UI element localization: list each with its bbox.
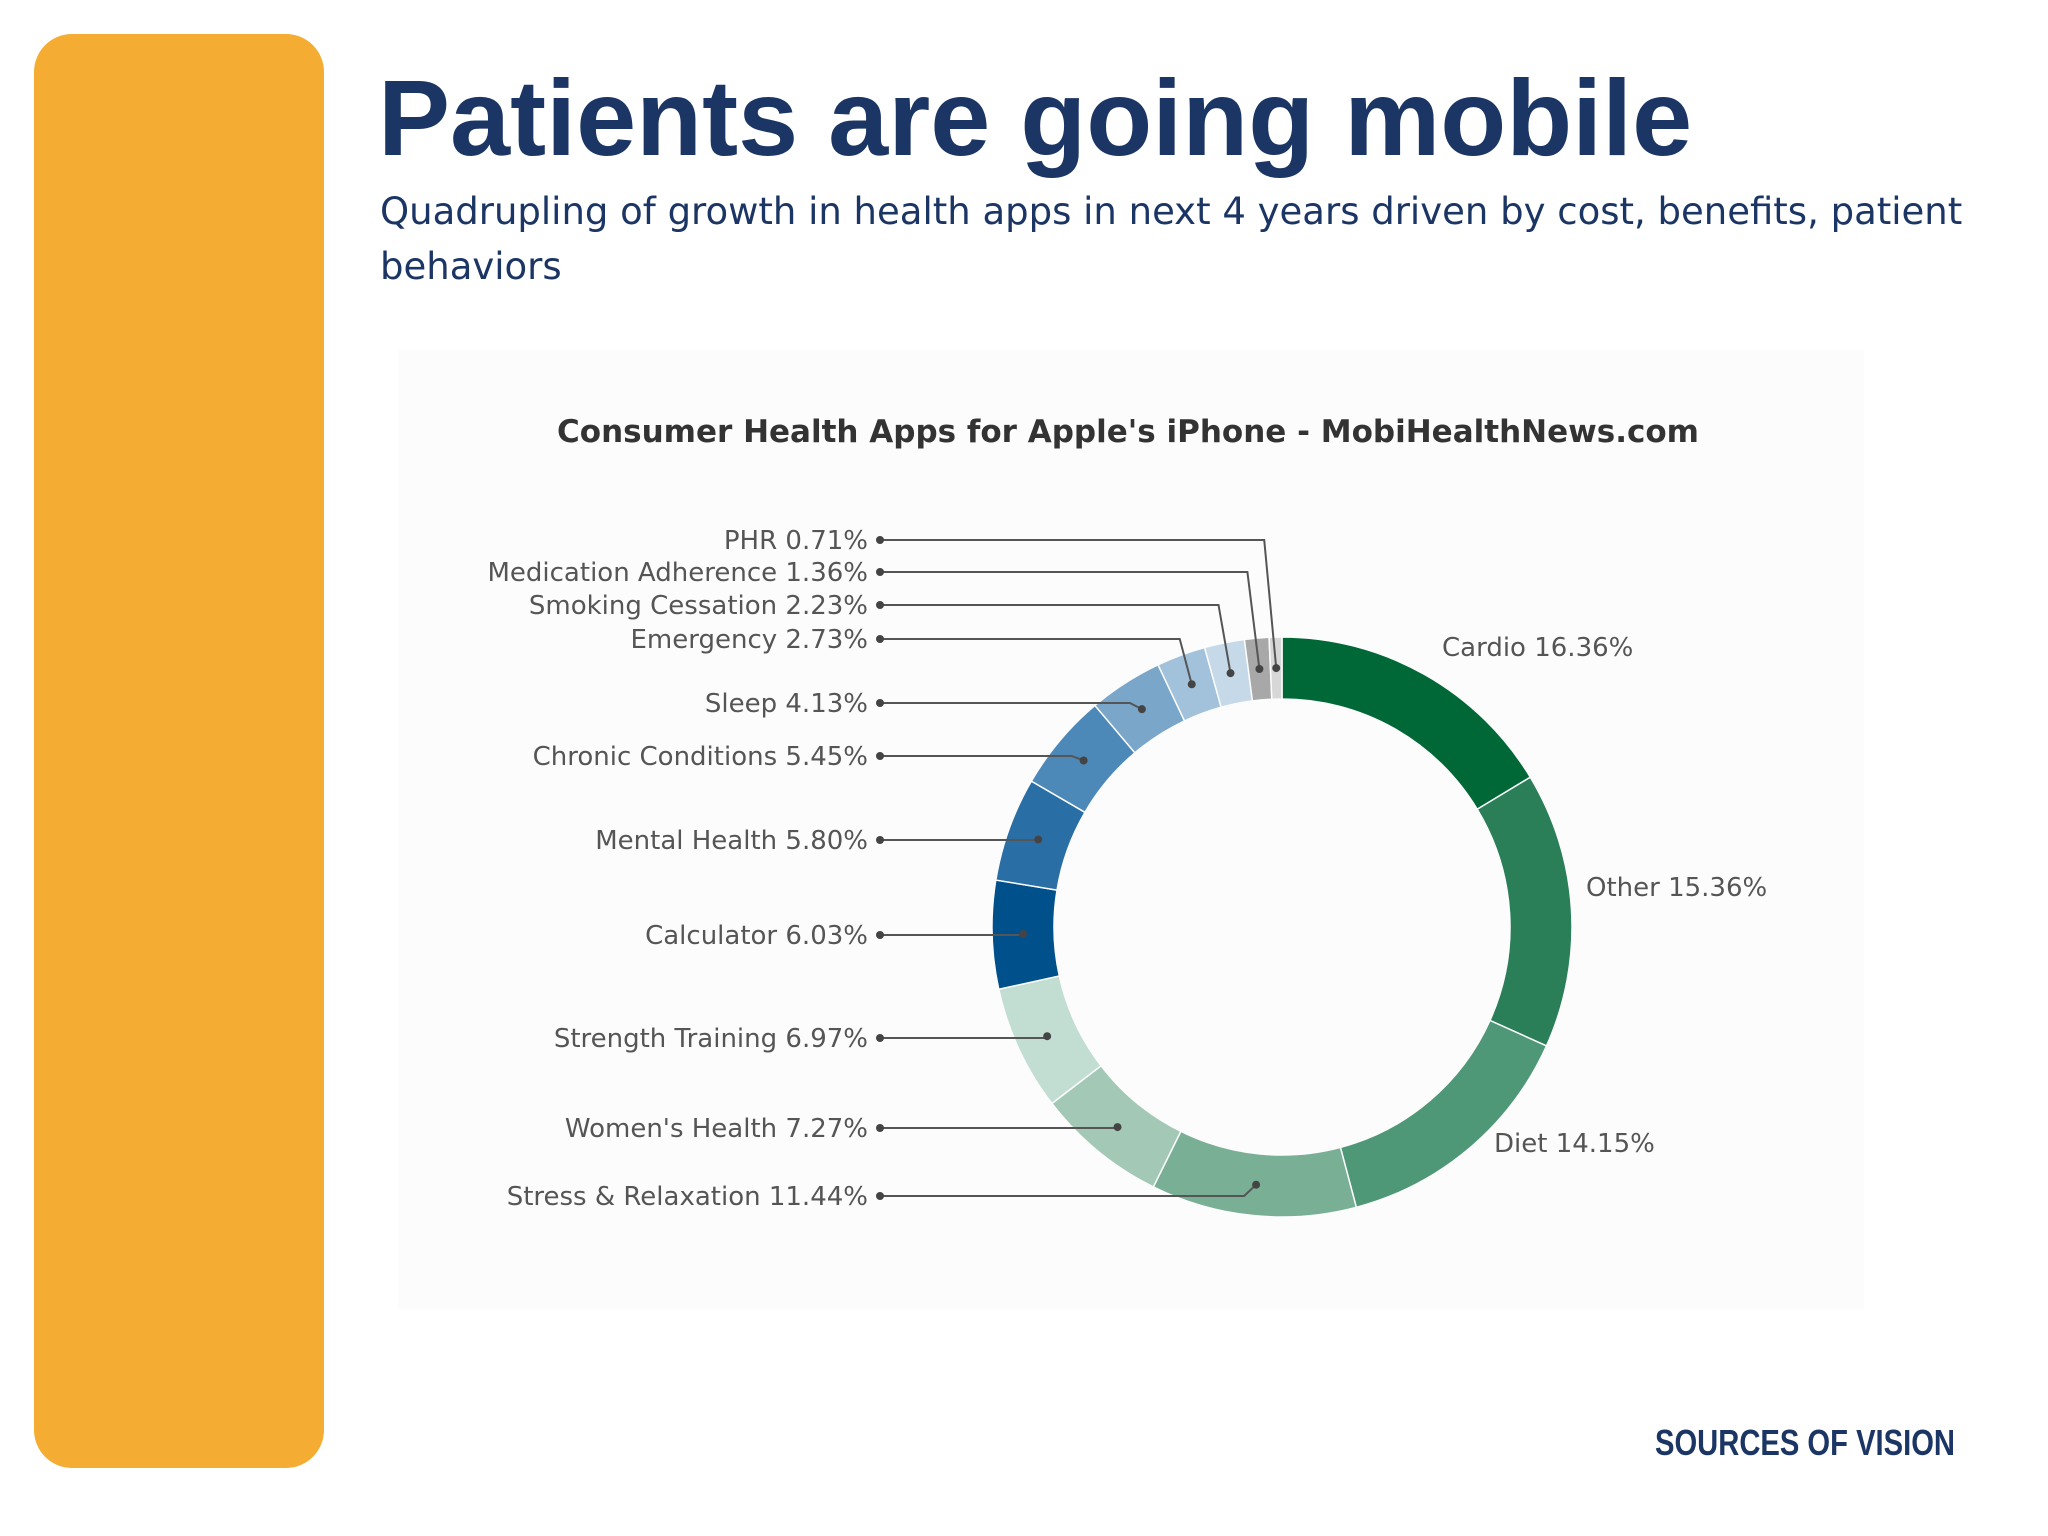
leader-end-dot-medication-adherence — [1255, 664, 1264, 673]
leader-end-dot-phr — [1272, 664, 1281, 673]
leader-start-dot-smoking-cessation — [876, 601, 884, 609]
leader-end-dot-emergency — [1187, 680, 1196, 689]
leader-end-dot-mental-health — [1034, 835, 1043, 844]
leader-line-chronic-conditions — [880, 755, 1084, 762]
leader-start-dot-women-s-health — [876, 1124, 884, 1132]
accent-side-bar — [34, 34, 324, 1468]
leader-start-dot-strength-training — [876, 1034, 884, 1042]
label-women-s-health: Women's Health 7.27% — [565, 1114, 868, 1144]
leader-start-dot-medication-adherence — [876, 568, 884, 576]
label-other: Other 15.36% — [1586, 873, 1767, 903]
leader-end-dot-stress-relaxation — [1252, 1180, 1261, 1189]
label-diet: Diet 14.15% — [1494, 1129, 1655, 1159]
slice-other — [1476, 776, 1573, 1047]
company-logo: SOURCES OF VISION — [1655, 1426, 1955, 1460]
logo-wordmark: SOURCES OF VISION — [1655, 1426, 1955, 1460]
label-strength-training: Strength Training 6.97% — [554, 1024, 868, 1054]
leader-start-dot-calculator — [876, 931, 884, 939]
leader-start-dot-sleep — [876, 699, 884, 707]
leader-start-dot-mental-health — [876, 836, 884, 844]
label-sleep: Sleep 4.13% — [705, 689, 868, 719]
leader-line-sleep — [880, 702, 1143, 711]
label-stress-relaxation: Stress & Relaxation 11.44% — [507, 1182, 868, 1212]
label-smoking-cessation: Smoking Cessation 2.23% — [529, 591, 868, 621]
leader-end-dot-strength-training — [1043, 1032, 1052, 1041]
label-calculator: Calculator 6.03% — [645, 921, 868, 951]
leader-end-dot-smoking-cessation — [1226, 669, 1235, 678]
leader-line-phr — [880, 539, 1278, 669]
leader-start-dot-phr — [876, 536, 884, 544]
leader-line-smoking-cessation — [880, 604, 1232, 674]
label-mental-health: Mental Health 5.80% — [595, 826, 868, 856]
leader-end-dot-sleep — [1137, 705, 1146, 714]
leader-line-stress-relaxation — [880, 1183, 1257, 1197]
leader-end-dot-chronic-conditions — [1079, 756, 1088, 765]
leader-start-dot-emergency — [876, 635, 884, 643]
leader-end-dot-calculator — [1019, 929, 1028, 938]
slide-subtitle: Quadrupling of growth in health apps in … — [380, 190, 1963, 288]
leader-end-dot-women-s-health — [1113, 1123, 1122, 1132]
label-chronic-conditions: Chronic Conditions 5.45% — [533, 742, 868, 772]
leader-line-medication-adherence — [880, 571, 1261, 670]
leader-line-emergency — [880, 638, 1193, 685]
label-cardio: Cardio 16.36% — [1442, 633, 1633, 663]
slide-title: Patients are going mobile — [378, 57, 1693, 178]
leader-start-dot-stress-relaxation — [876, 1192, 884, 1200]
label-medication-adherence: Medication Adherence 1.36% — [487, 558, 868, 588]
slice-stress-relaxation — [1152, 1130, 1358, 1218]
leader-start-dot-chronic-conditions — [876, 752, 884, 760]
chart-title: Consumer Health Apps for Apple's iPhone … — [557, 414, 1699, 450]
slice-diet — [1339, 1019, 1548, 1209]
label-emergency: Emergency 2.73% — [630, 625, 868, 655]
label-phr: PHR 0.71% — [724, 526, 868, 556]
